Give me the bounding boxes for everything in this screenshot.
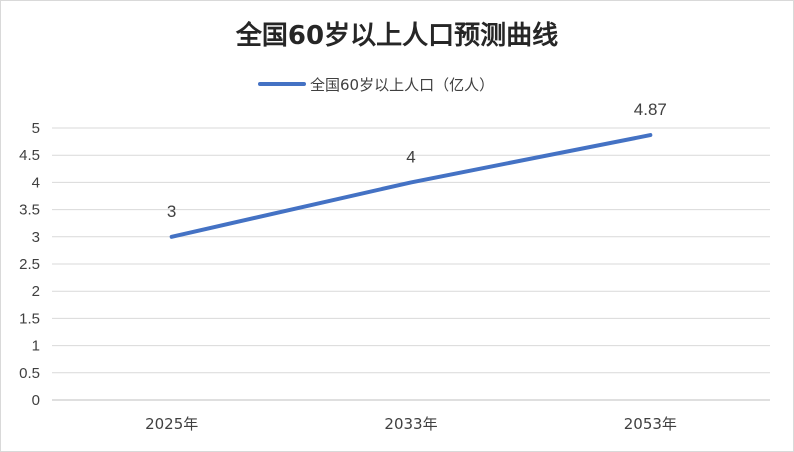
y-axis-ticks: 0 0.5 1 1.5 2 2.5 3 3.5 4 4.5 5 bbox=[19, 120, 40, 409]
y-tick-label: 4 bbox=[32, 174, 40, 191]
y-tick-label: 3 bbox=[32, 229, 40, 246]
y-tick-label: 4.5 bbox=[19, 147, 40, 164]
data-label: 4 bbox=[406, 147, 415, 166]
series-layer bbox=[169, 133, 653, 239]
y-tick-label: 1.5 bbox=[19, 310, 40, 327]
x-axis-ticks: 2025年 2033年 2053年 bbox=[145, 415, 677, 433]
x-tick-label: 2025年 bbox=[145, 415, 198, 433]
x-tick-label: 2053年 bbox=[624, 415, 677, 433]
data-label: 4.87 bbox=[634, 100, 667, 119]
y-tick-label: 2 bbox=[32, 283, 40, 300]
y-tick-label: 1 bbox=[32, 338, 40, 355]
y-tick-label: 3.5 bbox=[19, 202, 40, 219]
legend-label: 全国60岁以上人口（亿人） bbox=[310, 76, 494, 94]
chart-title: 全国60岁以上人口预测曲线 bbox=[235, 20, 558, 51]
y-tick-label: 0.5 bbox=[19, 365, 40, 382]
data-labels: 344.87 bbox=[167, 100, 667, 221]
x-tick-label: 2033年 bbox=[384, 415, 437, 433]
data-label: 3 bbox=[167, 202, 176, 221]
series-line bbox=[169, 133, 653, 239]
y-tick-label: 2.5 bbox=[19, 256, 40, 273]
legend: 全国60岁以上人口（亿人） bbox=[258, 76, 494, 94]
y-tick-label: 0 bbox=[32, 392, 40, 409]
gridlines bbox=[52, 127, 770, 401]
y-tick-label: 5 bbox=[32, 120, 40, 137]
